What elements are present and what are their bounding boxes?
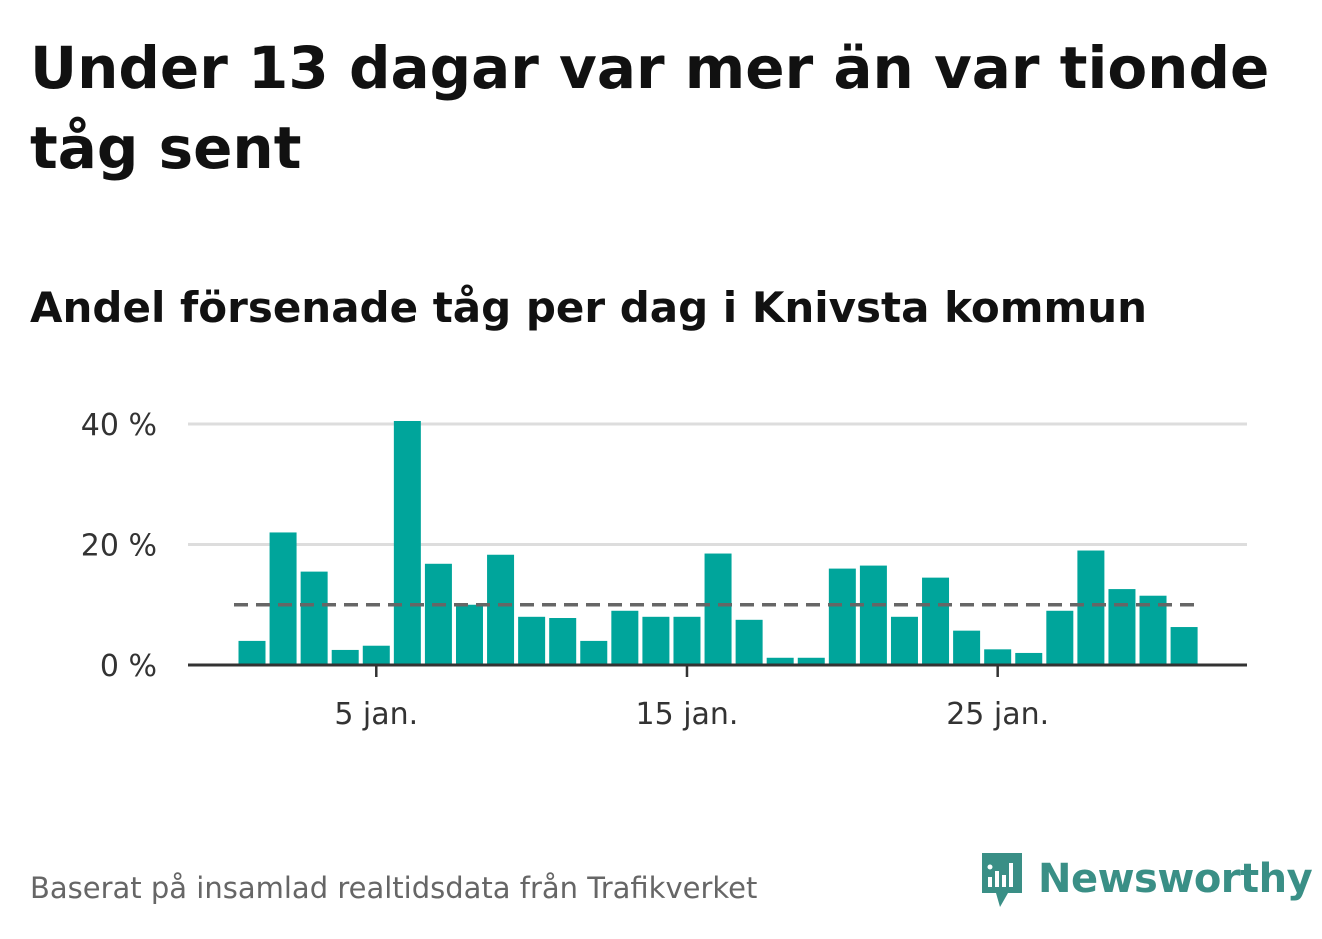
- y-tick-label: 20 %: [81, 529, 157, 564]
- bar: [518, 616, 546, 665]
- y-tick-label: 0 %: [100, 649, 157, 684]
- bar: [455, 604, 483, 665]
- bar: [890, 616, 918, 665]
- bar: [766, 657, 794, 665]
- bar: [362, 645, 390, 665]
- bar: [797, 657, 825, 665]
- bar: [393, 420, 421, 665]
- bar: [611, 610, 639, 665]
- bar: [300, 571, 328, 665]
- bar: [673, 616, 701, 665]
- bar: [424, 563, 452, 665]
- bar: [487, 554, 515, 665]
- bar: [1046, 610, 1074, 665]
- bar: [238, 640, 266, 665]
- bar: [642, 616, 670, 665]
- brand-name: Newsworthy: [1038, 856, 1313, 902]
- chart-subtitle: Andel försenade tåg per dag i Knivsta ko…: [30, 283, 1148, 332]
- x-tick-label: 5 jan.: [334, 697, 418, 732]
- chart-title: Under 13 dagar var mer än var tionde tåg…: [30, 34, 1270, 182]
- bar: [580, 640, 608, 665]
- bar-chart: 0 % 20 % 40 % 5 jan. 15 jan. 25 jan.: [81, 408, 1247, 732]
- y-tick-label: 40 %: [81, 408, 157, 443]
- bar: [1077, 550, 1105, 665]
- bar: [269, 532, 297, 665]
- source-note: Baserat på insamlad realtidsdata från Tr…: [30, 871, 758, 905]
- bar: [1015, 652, 1043, 665]
- bar: [859, 565, 887, 665]
- x-tick-label: 25 jan.: [946, 697, 1049, 732]
- brand-logo: Newsworthy: [978, 846, 1313, 912]
- bar: [735, 619, 763, 665]
- bar: [1108, 589, 1136, 665]
- newsworthy-logo-icon: [982, 853, 1022, 907]
- bar: [953, 630, 981, 665]
- bar: [984, 649, 1012, 665]
- bar: [1139, 595, 1167, 665]
- bar: [704, 553, 732, 665]
- bar: [549, 618, 577, 665]
- bar: [331, 649, 359, 665]
- bar: [828, 568, 856, 665]
- bar: [1170, 627, 1198, 665]
- bar: [922, 577, 950, 665]
- x-tick-label: 15 jan.: [635, 697, 738, 732]
